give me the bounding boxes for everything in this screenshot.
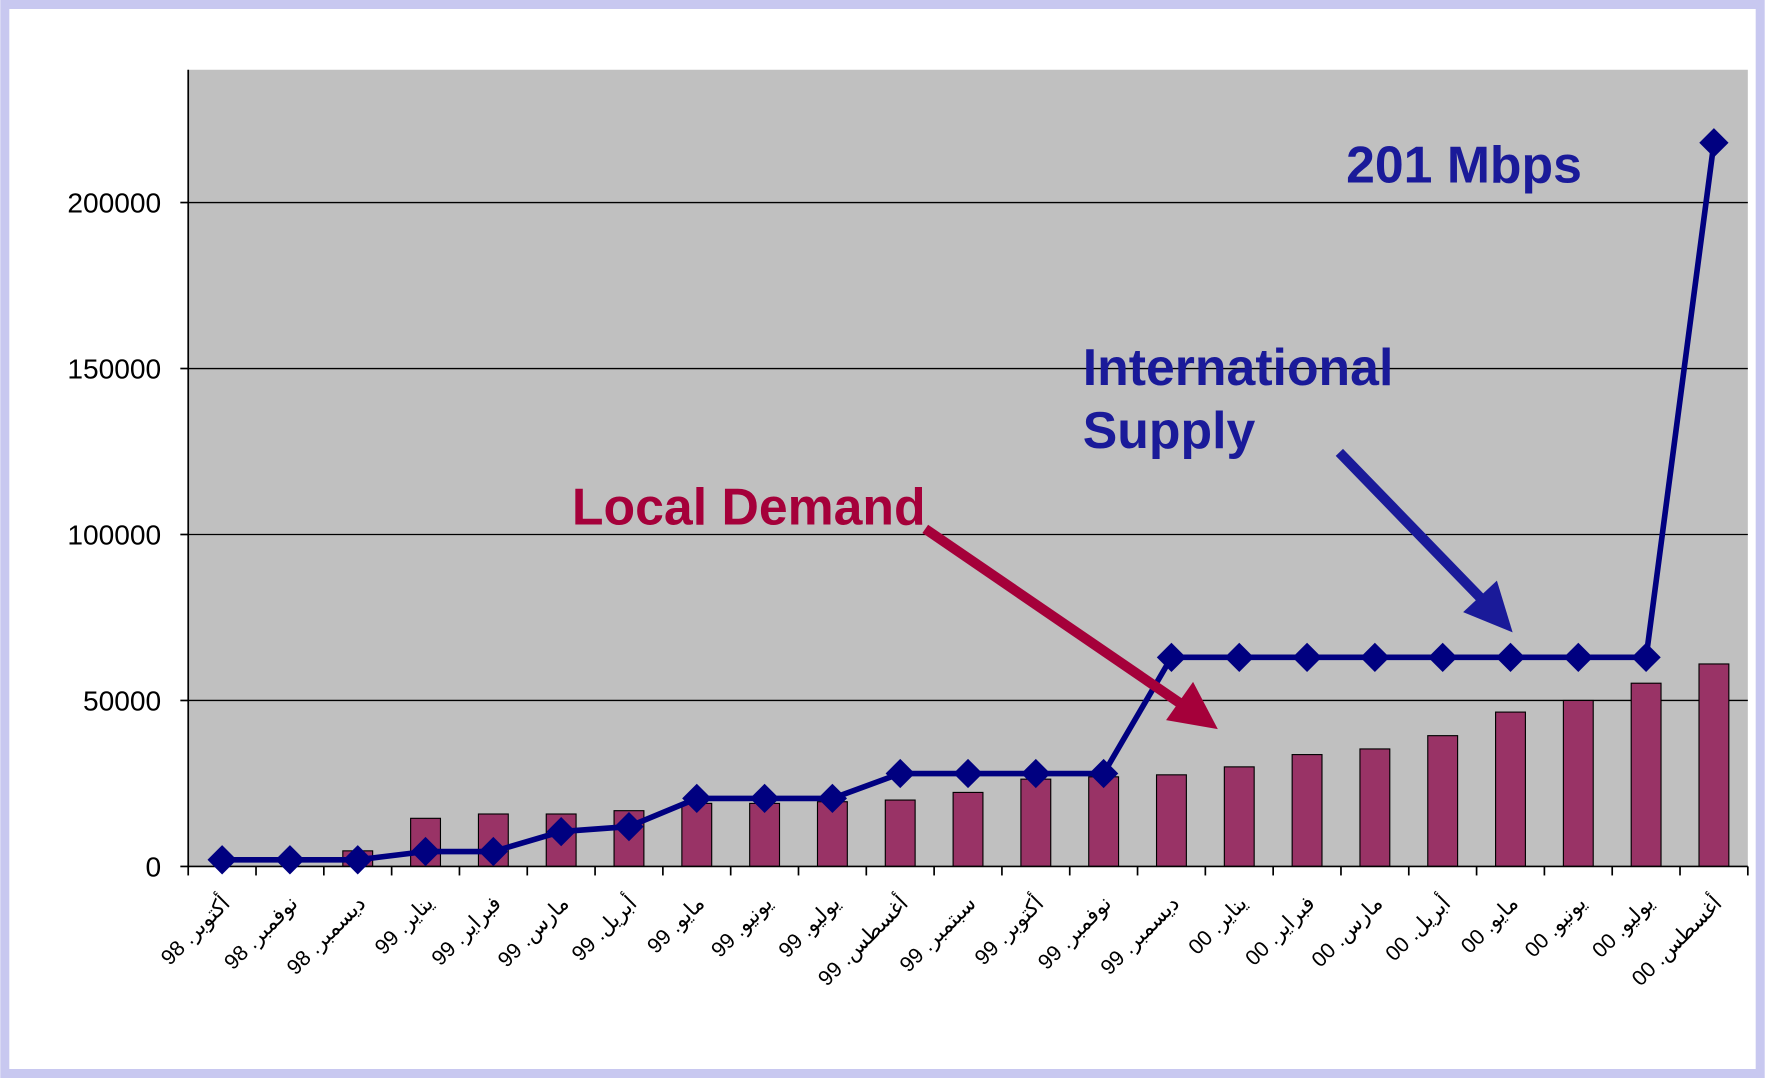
bar xyxy=(884,799,916,868)
marker xyxy=(1428,642,1458,672)
marker xyxy=(1360,642,1390,672)
bar xyxy=(1562,699,1594,868)
marker xyxy=(614,811,644,842)
bar xyxy=(1088,776,1120,868)
bar xyxy=(1291,754,1323,868)
marker xyxy=(953,758,983,789)
marker xyxy=(682,783,712,814)
marker xyxy=(546,816,576,847)
annotation: 201 Mbps xyxy=(1346,135,1582,193)
annotation: International xyxy=(1083,338,1394,396)
marker xyxy=(885,758,915,789)
marker xyxy=(1224,642,1254,672)
bar xyxy=(749,802,781,868)
marker xyxy=(1292,642,1322,672)
y-tick-label: 0 xyxy=(146,852,162,883)
y-tick-label: 150000 xyxy=(67,354,161,385)
marker xyxy=(1699,128,1729,158)
marker xyxy=(749,783,780,814)
marker xyxy=(343,845,373,875)
marker xyxy=(817,783,848,814)
bar xyxy=(1698,663,1730,868)
y-tick-label: 100000 xyxy=(67,520,161,551)
y-tick-label: 50000 xyxy=(83,686,161,717)
marker xyxy=(1631,642,1661,672)
marker xyxy=(1495,642,1526,672)
bar xyxy=(1495,711,1526,868)
bar xyxy=(1359,748,1391,868)
bar xyxy=(1223,766,1255,868)
annotation: Local Demand xyxy=(572,477,926,535)
arrow xyxy=(922,524,1218,730)
bar xyxy=(681,802,713,868)
marker xyxy=(1089,758,1119,789)
arrow xyxy=(1335,448,1513,633)
bar xyxy=(1427,735,1459,868)
annotation: Supply xyxy=(1083,401,1256,459)
bar xyxy=(1020,778,1052,868)
marker xyxy=(207,845,237,875)
marker xyxy=(410,836,441,867)
bar xyxy=(952,791,984,868)
marker xyxy=(1156,642,1187,672)
marker xyxy=(1563,642,1593,672)
y-tick-label: 200000 xyxy=(67,188,161,219)
bar xyxy=(1155,774,1187,868)
bar xyxy=(1630,682,1662,868)
